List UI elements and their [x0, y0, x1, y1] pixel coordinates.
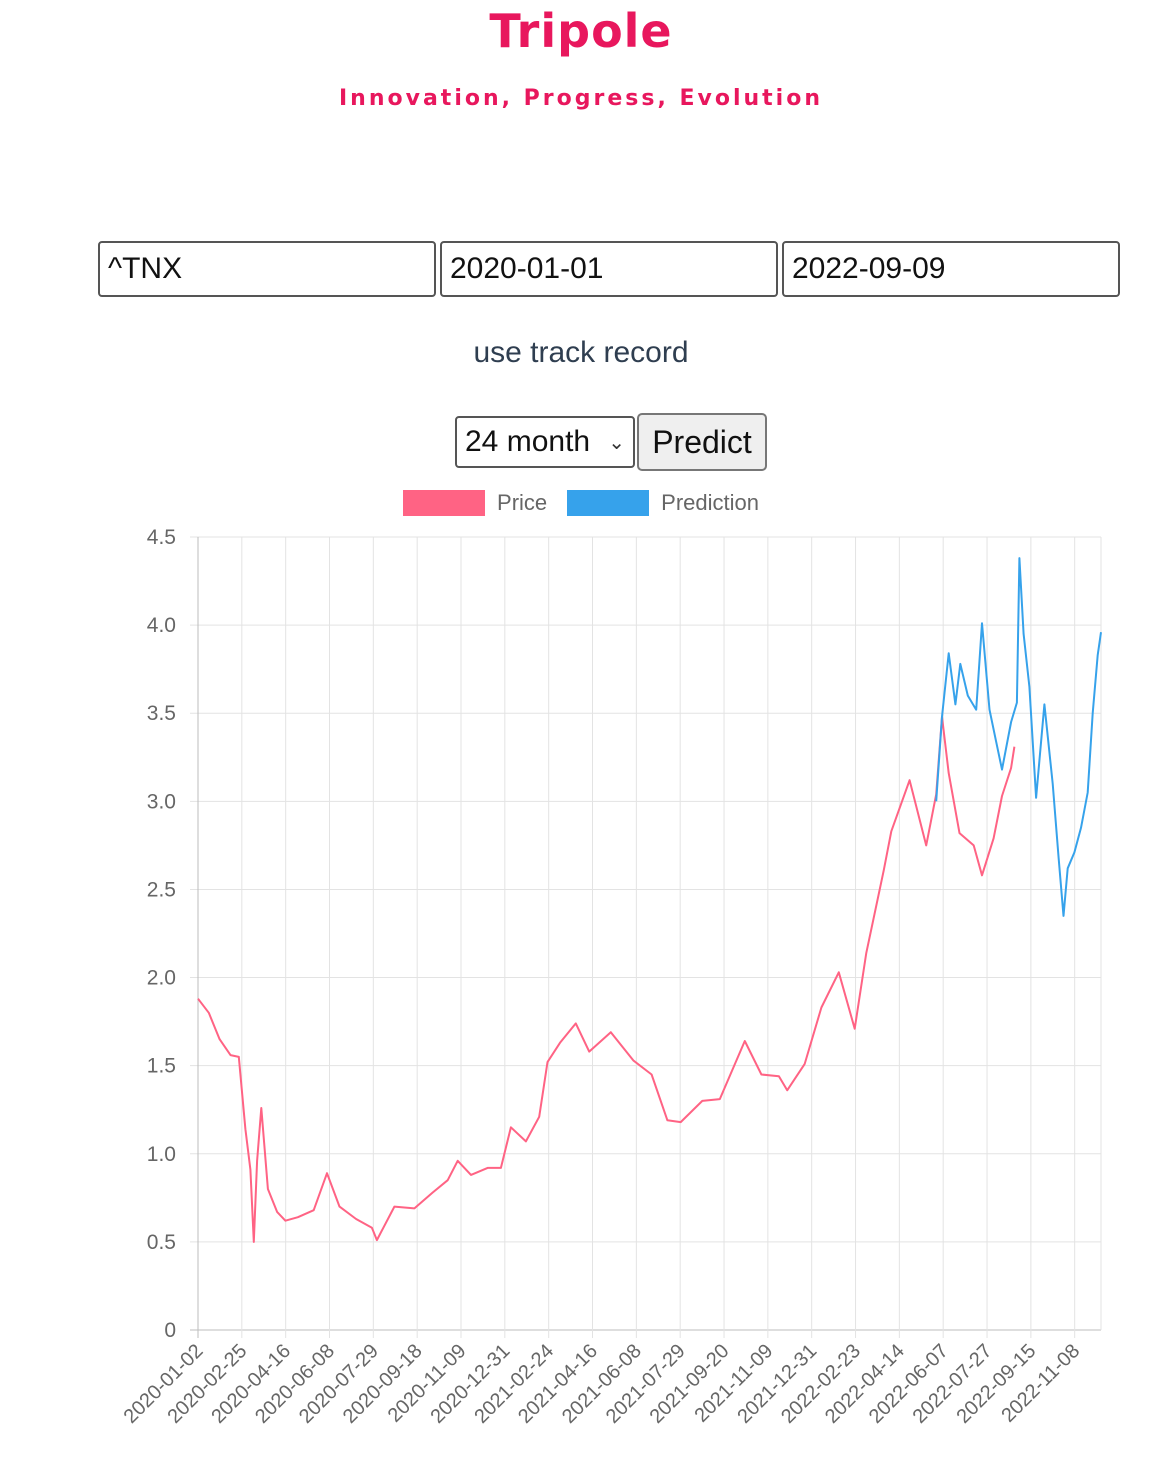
brand-tagline: Innovation, Progress, Evolution [339, 86, 823, 111]
y-tick-label: 2.0 [147, 967, 176, 990]
chart-legend: Price Prediction [0, 490, 1162, 516]
y-axis: 0 0.5 1.0 1.5 2.0 2.5 3.0 3.5 4.0 4.5 [147, 526, 176, 1342]
chart-grid [190, 536, 1102, 1338]
predict-controls: 24 month ⌄ Predict [455, 413, 767, 471]
y-tick-label: 3.0 [147, 790, 176, 813]
track-record-link[interactable]: use track record [473, 336, 689, 369]
ticker-input[interactable]: ^TNX [98, 241, 436, 297]
y-tick-label: 1.0 [147, 1143, 176, 1166]
y-tick-label: 4.0 [147, 614, 176, 637]
legend-swatch-price [403, 490, 486, 516]
y-tick-label: 4.5 [147, 526, 176, 549]
legend-label-price: Price [497, 490, 548, 515]
predict-button[interactable]: Predict [637, 413, 767, 471]
line-chart: 0 0.5 1.0 1.5 2.0 2.5 3.0 3.5 4.0 4.5 2020-01-022… [120, 526, 1102, 1428]
brand-title: Tripole [489, 4, 673, 58]
legend-swatch-prediction [567, 490, 650, 516]
start-date-input[interactable]: 2020-01-01 [440, 241, 778, 297]
chevron-down-icon: ⌄ [608, 431, 625, 454]
chart-series [197, 557, 1102, 1243]
end-date-input[interactable]: 2022-09-09 [782, 241, 1120, 297]
legend-item-price[interactable]: Price [403, 490, 547, 516]
x-axis: 2020-01-022020-02-252020-04-162020-06-08… [120, 1340, 1085, 1428]
query-inputs: ^TNX 2020-01-01 2022-09-09 [98, 241, 1124, 297]
y-tick-label: 3.5 [147, 702, 176, 725]
period-select-value: 24 month [465, 425, 591, 458]
series-line-prediction [935, 557, 1102, 917]
y-tick-label: 2.5 [147, 878, 176, 901]
legend-item-prediction[interactable]: Prediction [567, 490, 759, 516]
y-tick-label: 0.5 [147, 1231, 176, 1254]
y-tick-label: 0 [164, 1319, 176, 1342]
y-tick-label: 1.5 [147, 1055, 176, 1078]
legend-label-prediction: Prediction [661, 490, 759, 515]
period-select[interactable]: 24 month ⌄ [455, 416, 635, 468]
series-line-price [197, 715, 1016, 1243]
